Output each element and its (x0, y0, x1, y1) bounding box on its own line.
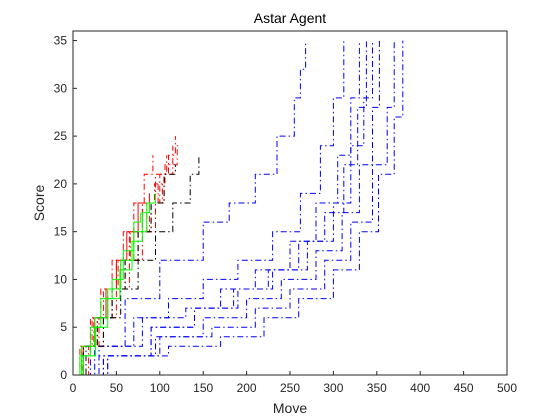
series-line-8 (73, 40, 367, 376)
series-layer (73, 40, 404, 376)
x-tick-label: 500 (497, 381, 517, 395)
series-line-5 (73, 40, 380, 376)
x-tick-label: 50 (110, 381, 124, 395)
tick-layer: 0 50 100 150 200 250 300 350 400 450 500 0 5 10 15 20 25… (54, 34, 518, 395)
x-tick-label: 350 (367, 381, 387, 395)
x-tick-label: 100 (150, 381, 170, 395)
series-line-1 (73, 40, 307, 376)
series-line-6 (73, 40, 395, 376)
y-tick-label: 5 (60, 320, 67, 334)
x-tick-label: 200 (237, 381, 257, 395)
x-tick-label: 400 (410, 381, 430, 395)
series-line-15 (73, 183, 163, 376)
x-tick-label: 450 (454, 381, 474, 395)
series-line-16 (73, 145, 182, 376)
y-axis-title: Score (31, 185, 47, 222)
x-tick-label: 300 (323, 381, 343, 395)
series-line-4 (73, 40, 373, 376)
series-line-3 (73, 40, 360, 376)
y-tick-label: 20 (54, 177, 68, 191)
y-tick-label: 0 (60, 368, 67, 382)
x-tick-label: 250 (280, 381, 300, 395)
x-axis-title: Move (273, 400, 307, 416)
x-tick-label: 150 (193, 381, 213, 395)
series-line-7 (73, 40, 404, 376)
y-tick-label: 15 (54, 225, 68, 239)
y-tick-label: 30 (54, 81, 68, 95)
chart-title: Astar Agent (254, 10, 326, 26)
series-line-2 (73, 40, 345, 376)
y-tick-label: 10 (54, 272, 68, 286)
series-line-21 (73, 203, 150, 376)
y-tick-label: 35 (54, 34, 68, 48)
y-tick-label: 25 (54, 129, 68, 143)
x-tick-label: 0 (70, 381, 77, 395)
